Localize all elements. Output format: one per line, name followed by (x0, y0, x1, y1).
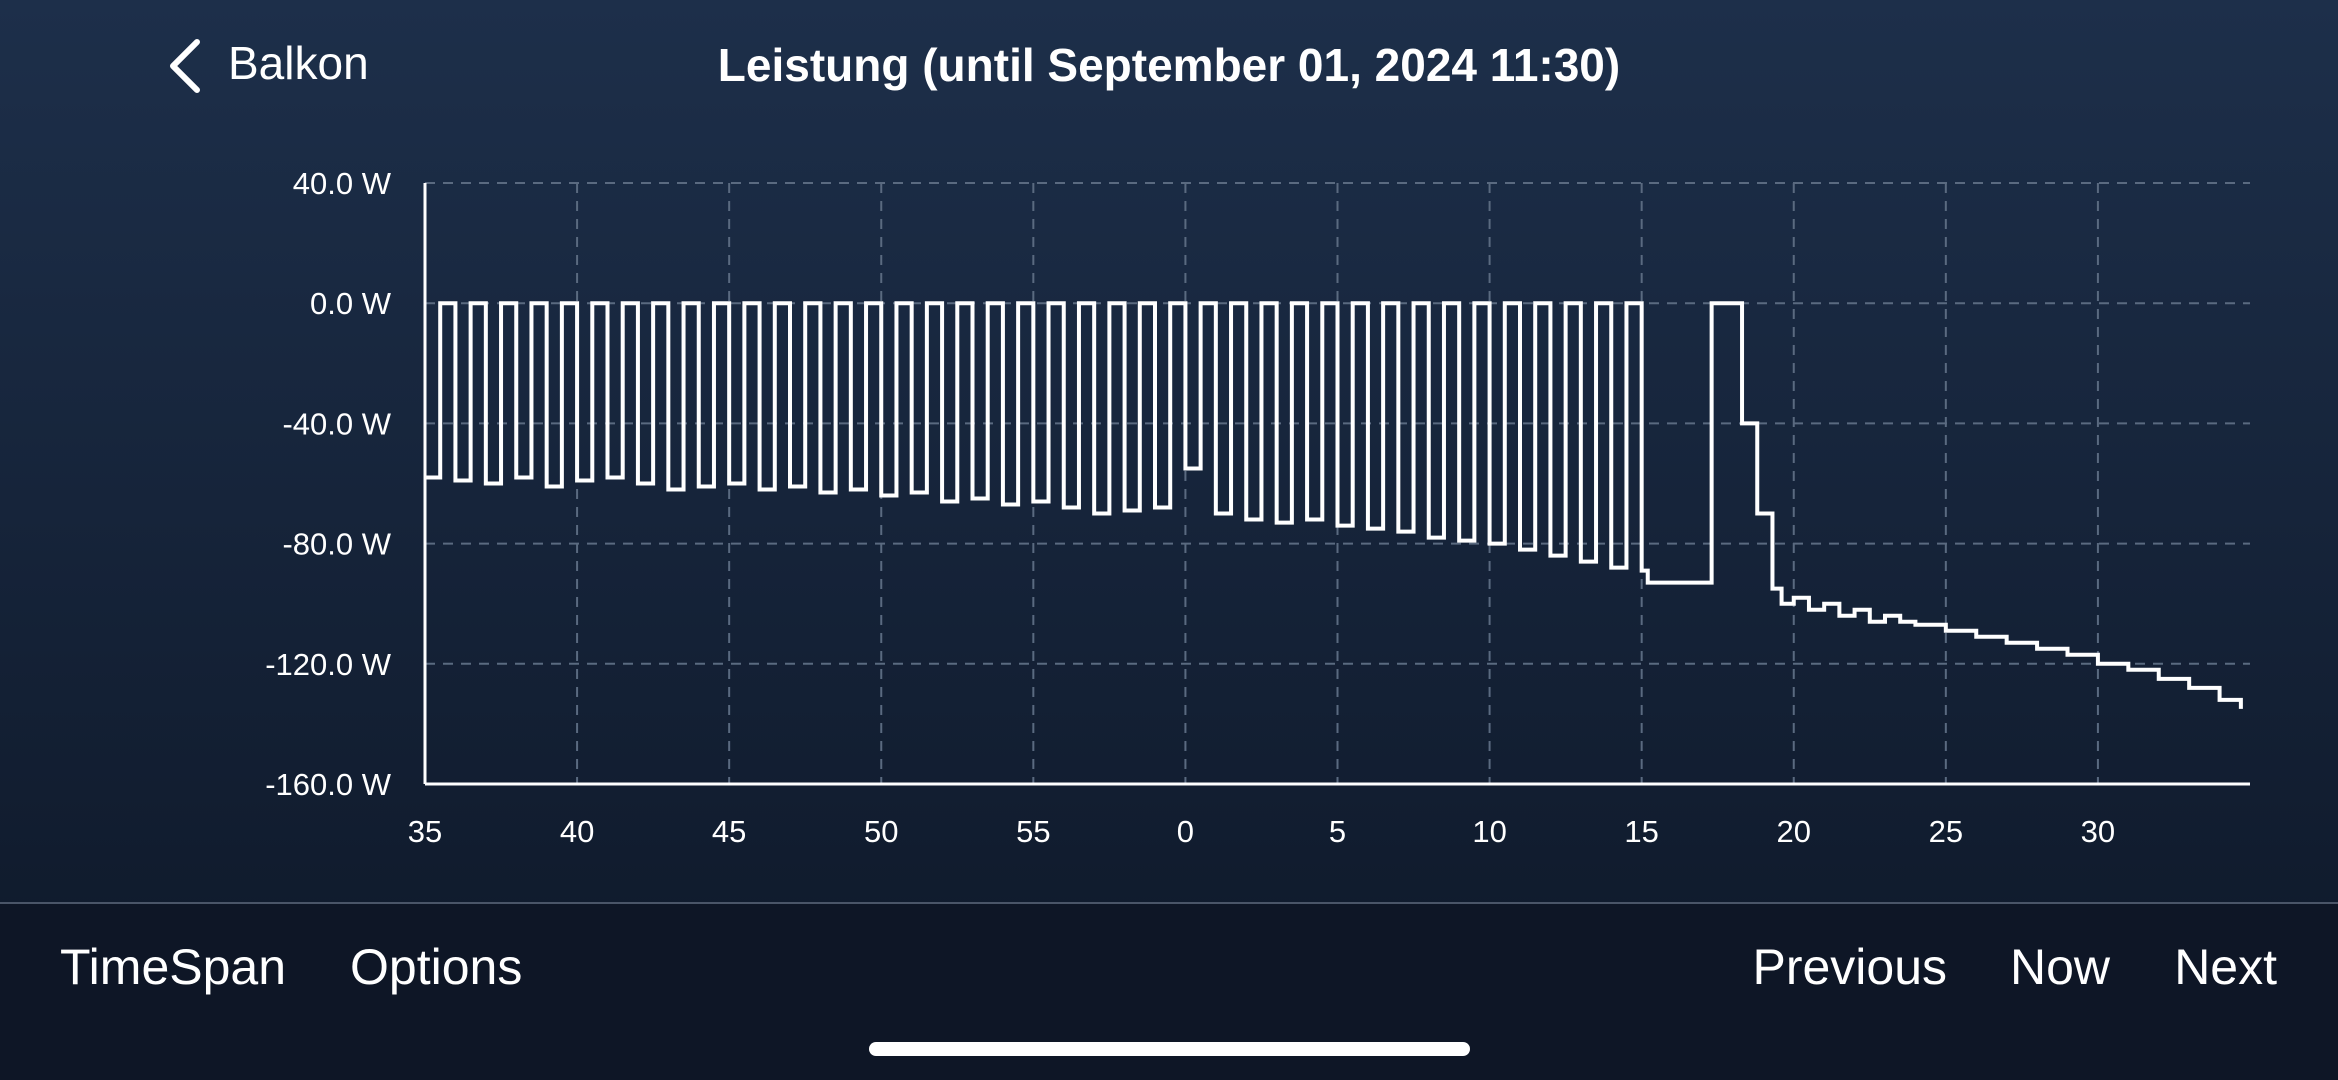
x-tick-label: 35 (408, 814, 442, 849)
x-tick-label: 40 (560, 814, 594, 849)
screen-title: Leistung (until September 01, 2024 11:30… (717, 39, 1621, 91)
data-line (425, 301, 2243, 709)
y-tick-label: -160.0 W (265, 767, 392, 802)
y-tick-label: 40.0 W (293, 166, 392, 201)
back-chevron[interactable] (165, 38, 205, 94)
previous-button[interactable]: Previous (1752, 939, 1947, 995)
y-tick-label: 0.0 W (310, 286, 392, 321)
y-tick-label: -80.0 W (282, 527, 391, 562)
home-indicator (869, 1042, 1470, 1056)
x-tick-label: 30 (2081, 814, 2115, 849)
x-tick-label: 45 (712, 814, 746, 849)
x-tick-label: 5 (1329, 814, 1346, 849)
chart: -160.0 W -120.0 W -80.0 W -40.0 W 0.0 W 40.0 … (265, 166, 2250, 849)
x-tick-label: 50 (864, 814, 898, 849)
x-tick-label: 25 (1929, 814, 1963, 849)
y-tick-label: -40.0 W (282, 406, 391, 441)
next-button[interactable]: Next (2174, 939, 2277, 995)
back-button[interactable]: Balkon (228, 37, 369, 89)
x-tick-label: 15 (1624, 814, 1658, 849)
x-tick-label: 10 (1472, 814, 1506, 849)
x-tick-label: 55 (1016, 814, 1050, 849)
x-tick-label: 0 (1177, 814, 1194, 849)
now-button[interactable]: Now (2009, 939, 2110, 995)
options-button[interactable]: Options (350, 939, 523, 995)
x-tick-label: 20 (1777, 814, 1811, 849)
y-tick-label: -120.0 W (265, 647, 392, 682)
timespan-button[interactable]: TimeSpan (60, 939, 287, 995)
